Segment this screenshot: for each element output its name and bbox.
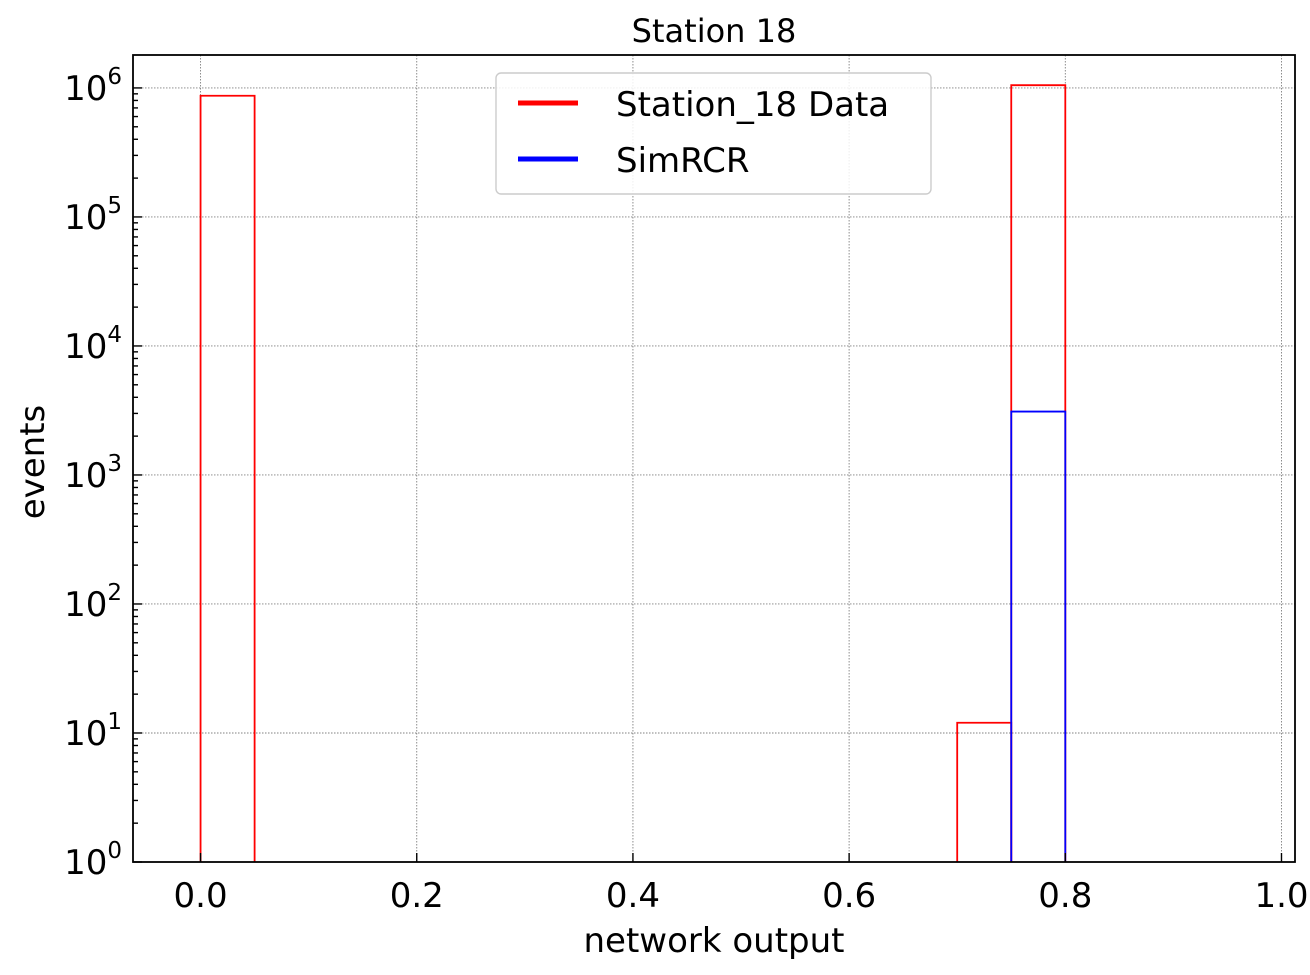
y-tick-base: 10 <box>64 327 107 367</box>
station-data-bar <box>199 94 256 862</box>
legend-frame <box>495 72 932 195</box>
y-tick-exponent: 4 <box>107 322 122 348</box>
y-tick-exponent: 2 <box>107 580 122 606</box>
y-tick-label: 106 <box>64 64 122 109</box>
y-tick-label: 100 <box>64 838 122 883</box>
simrcr-bar <box>1010 410 1067 862</box>
legend-label-station-data: Station_18 Data <box>616 85 889 125</box>
y-tick-label: 104 <box>64 322 122 367</box>
axis-ticks <box>133 87 1283 863</box>
chart-title: Station 18 <box>632 12 797 50</box>
x-tick-label: 0.4 <box>606 876 660 916</box>
y-tick-base: 10 <box>64 714 107 754</box>
x-tick-label: 0.2 <box>390 876 444 916</box>
y-tick-base: 10 <box>64 456 107 496</box>
y-tick-base: 10 <box>64 198 107 238</box>
y-tick-exponent: 5 <box>107 193 122 219</box>
legend-label-simrcr: SimRCR <box>616 141 749 181</box>
x-tick-labels: 0.0 0.2 0.4 0.6 0.8 1.0 <box>174 876 1309 916</box>
y-tick-exponent: 3 <box>107 451 122 477</box>
x-tick-label: 0.6 <box>822 876 876 916</box>
y-tick-exponent: 0 <box>107 838 122 864</box>
y-tick-exponent: 1 <box>107 709 122 735</box>
y-tick-base: 10 <box>64 585 107 625</box>
y-tick-label: 105 <box>64 193 122 238</box>
y-tick-label: 101 <box>64 709 122 754</box>
x-axis-label: network output <box>583 921 844 961</box>
y-tick-base: 10 <box>64 843 107 883</box>
y-tick-base: 10 <box>64 69 107 109</box>
x-tick-label: 0.0 <box>174 876 228 916</box>
station-data-bar <box>1010 84 1067 862</box>
y-axis-label: events <box>13 405 53 520</box>
station-data-bar <box>956 721 1013 862</box>
legend: Station_18 Data SimRCR <box>495 72 932 195</box>
x-tick-label: 0.8 <box>1038 876 1092 916</box>
x-tick-label: 1.0 <box>1254 876 1308 916</box>
y-tick-label: 103 <box>64 451 122 496</box>
y-tick-exponent: 6 <box>107 64 122 90</box>
histogram-bars <box>199 84 1067 862</box>
y-tick-label: 102 <box>64 580 122 625</box>
plot-frame <box>132 54 1296 863</box>
